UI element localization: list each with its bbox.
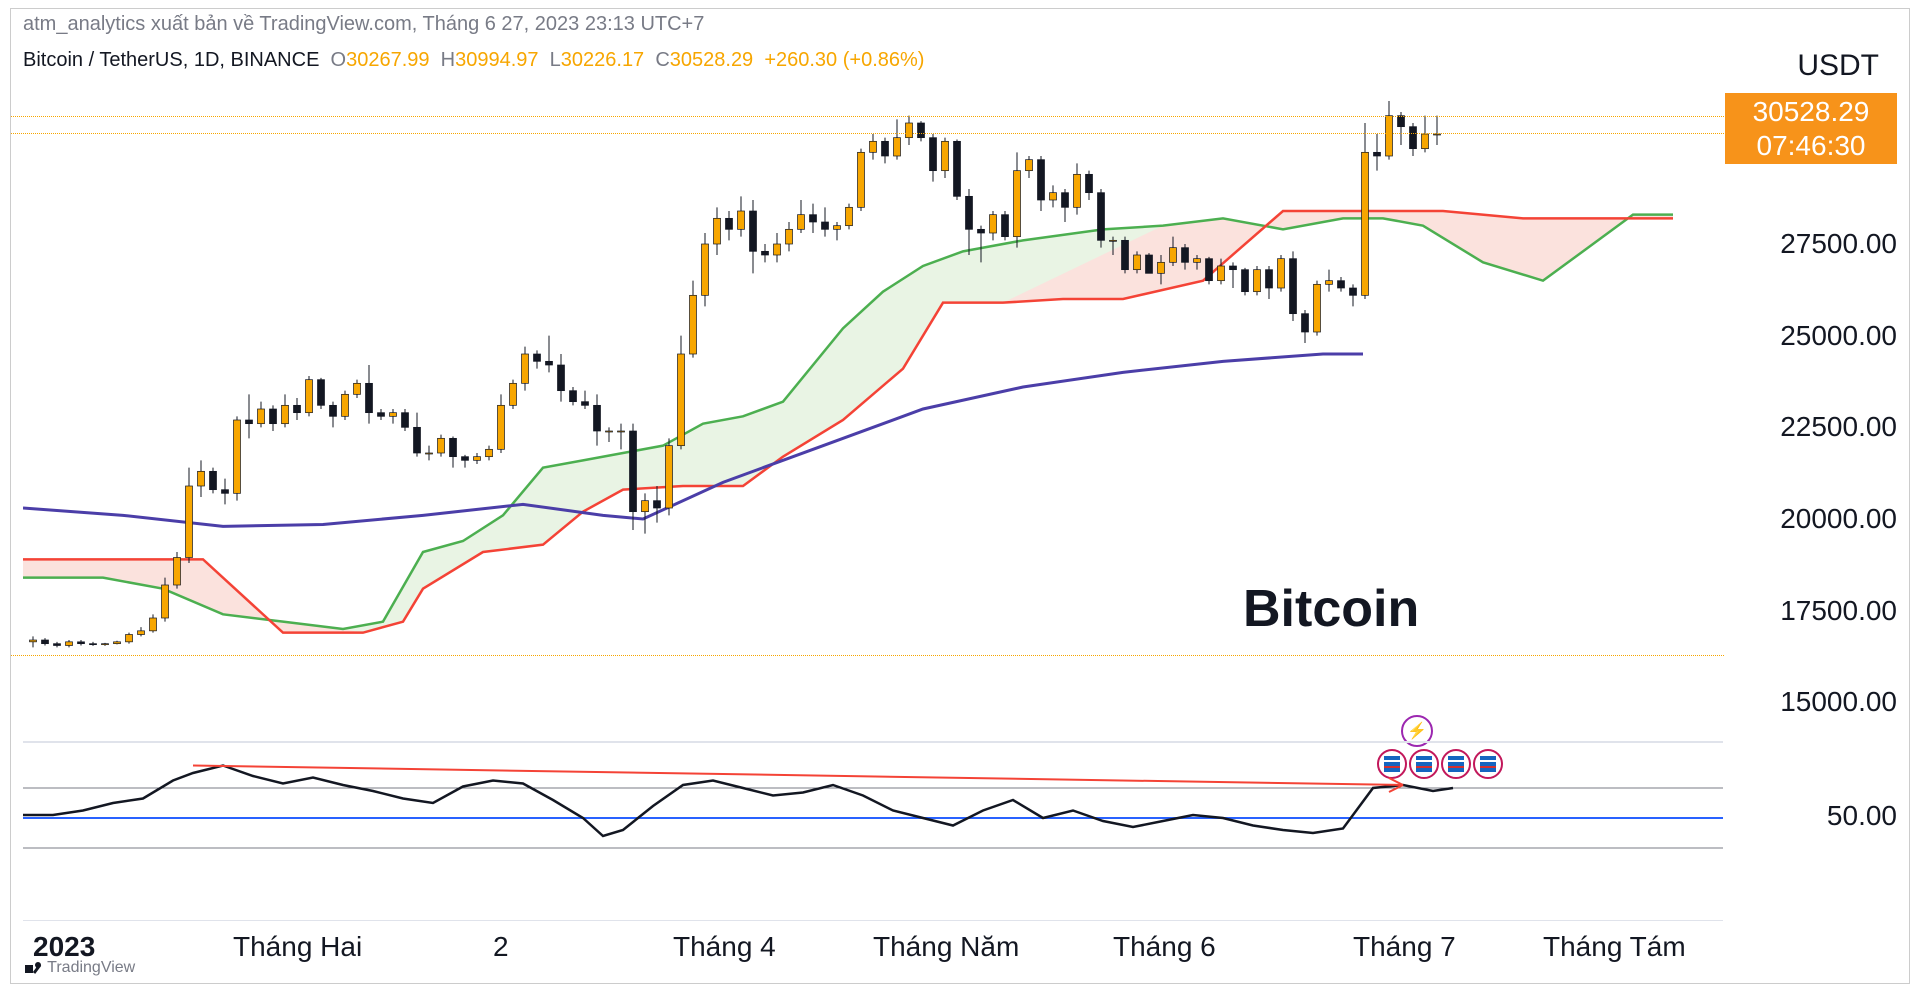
chart-frame: atm_analytics xuất bản về TradingView.co… bbox=[10, 8, 1910, 984]
dotted-price-line bbox=[11, 116, 1724, 117]
x-axis[interactable]: 2023Tháng Hai2Tháng 4Tháng NămTháng 6Thá… bbox=[23, 920, 1723, 971]
x-tick: Tháng Tám bbox=[1543, 931, 1686, 963]
x-tick: Tháng 7 bbox=[1353, 931, 1456, 963]
y-tick: 27500.00 bbox=[1780, 228, 1897, 260]
x-tick: 2 bbox=[493, 931, 509, 963]
price-chart-svg bbox=[23, 79, 1723, 739]
y-axis[interactable]: USDT 30528.2927500.0025000.0022500.00200… bbox=[1724, 79, 1909, 739]
last-price-value: 30528.29 bbox=[1731, 95, 1891, 129]
y-axis-title: USDT bbox=[1797, 49, 1879, 83]
rsi-svg bbox=[23, 743, 1723, 893]
ohlc-change: +260.30 bbox=[764, 49, 837, 71]
countdown-timer: 07:46:30 bbox=[1731, 129, 1891, 163]
y-tick: 22500.00 bbox=[1780, 411, 1897, 443]
rsi-mid-label: 50.00 bbox=[1827, 800, 1897, 832]
rsi-panel[interactable] bbox=[23, 741, 1723, 893]
ohlc-open: 30267.99 bbox=[346, 49, 429, 71]
ohlc-low: 30226.17 bbox=[561, 49, 644, 71]
x-tick: Tháng Năm bbox=[873, 931, 1019, 963]
ohlc-high: 30994.97 bbox=[455, 49, 538, 71]
symbol-pair: Bitcoin / TetherUS, 1D, BINANCE bbox=[23, 49, 319, 71]
y-tick: 20000.00 bbox=[1780, 503, 1897, 535]
y-tick: 17500.00 bbox=[1780, 595, 1897, 627]
tradingview-logo: TradingView bbox=[25, 959, 135, 977]
x-tick: Tháng 6 bbox=[1113, 931, 1216, 963]
y-tick: 15000.00 bbox=[1780, 686, 1897, 718]
dotted-price-line bbox=[11, 655, 1724, 656]
x-tick: Tháng Hai bbox=[233, 931, 362, 963]
x-tick: Tháng 4 bbox=[673, 931, 776, 963]
ohlc-close: 30528.29 bbox=[670, 49, 753, 71]
chart-title-label: Bitcoin bbox=[1243, 579, 1419, 639]
price-chart[interactable]: Bitcoin ⚡ bbox=[23, 79, 1723, 739]
dotted-price-line bbox=[11, 133, 1724, 134]
ohlc-change-pct: (+0.86%) bbox=[843, 49, 925, 71]
last-price-badge: 30528.29 07:46:30 bbox=[1725, 93, 1897, 164]
y-tick: 25000.00 bbox=[1780, 320, 1897, 352]
publisher-info: atm_analytics xuất bản về TradingView.co… bbox=[23, 13, 704, 36]
ohlc-bar: Bitcoin / TetherUS, 1D, BINANCE O30267.9… bbox=[23, 49, 924, 72]
